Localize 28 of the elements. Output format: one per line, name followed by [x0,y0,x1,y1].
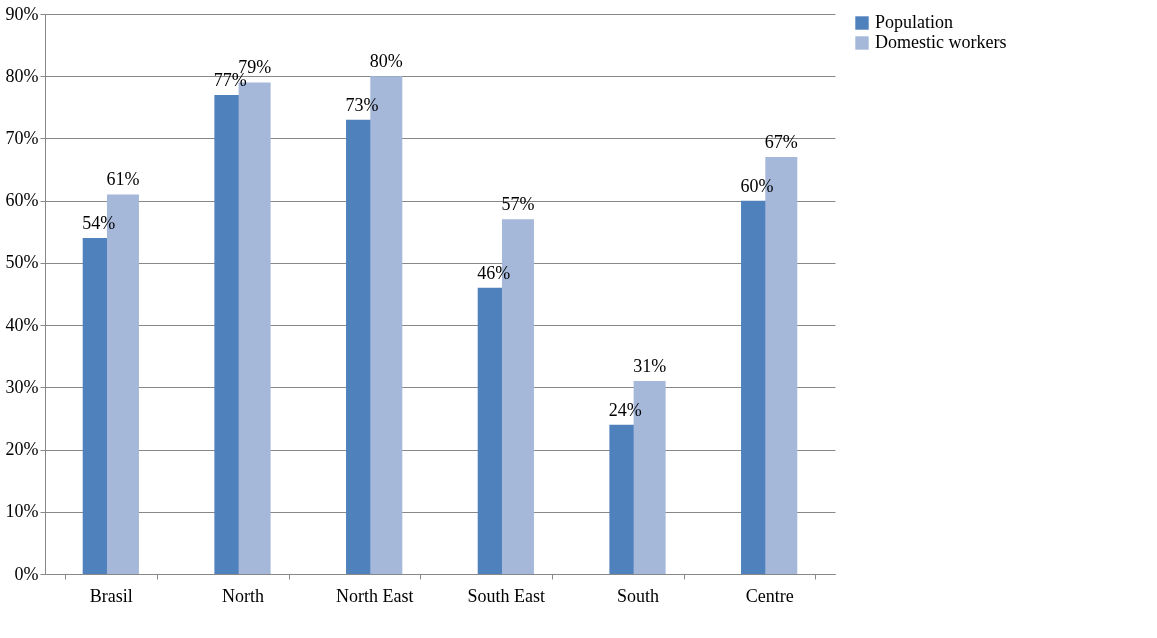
x-tick-label: North East [335,585,414,606]
data-label: 60% [740,175,774,196]
data-label: 61% [106,169,140,190]
y-tick-label: 70% [5,127,39,148]
y-tick-label: 80% [5,65,39,86]
data-label: 80% [369,51,403,72]
y-tick-label: 40% [5,314,39,335]
x-tick-label: North [222,585,264,606]
data-label: 73% [345,94,379,115]
y-tick-label: 30% [5,376,39,397]
x-tick-label: Brasil [89,585,133,606]
x-tick-label: South [616,585,660,606]
x-tick-label: South East [467,585,546,606]
y-tick-label: 20% [5,439,39,460]
y-tick-label: 50% [5,252,39,273]
legend-label: Population [875,12,954,32]
data-label: 54% [82,213,116,233]
y-tick-label: 90% [5,3,39,24]
y-tick-label: 10% [5,501,39,522]
data-label: 57% [501,194,535,215]
data-label: 46% [477,262,511,283]
x-tick-label: Centre [745,585,794,606]
data-label: 67% [764,132,798,153]
legend-label: Domestic workers [875,32,1007,52]
y-tick-label: 0% [14,563,39,584]
y-tick-label: 60% [5,190,39,211]
data-label: 24% [608,399,642,420]
data-label: 31% [633,356,667,377]
